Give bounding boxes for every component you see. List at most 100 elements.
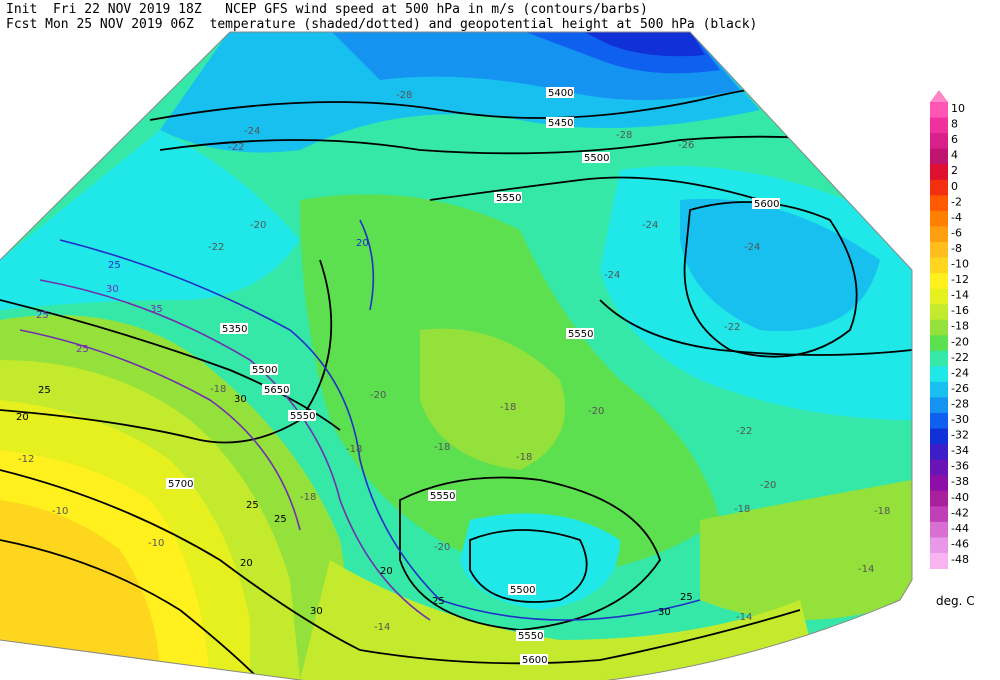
colorbar-swatch [930, 506, 948, 523]
header-line-2: Fcst Mon 25 NOV 2019 06Z temperature (sh… [6, 17, 758, 32]
svg-text:-24: -24 [642, 220, 658, 231]
colorbar-swatch [930, 179, 948, 196]
wind-label: 20 [356, 238, 369, 249]
shaded-temperature-field [0, 32, 912, 680]
height-label: 5600 [754, 199, 779, 210]
svg-text:-22: -22 [724, 322, 740, 333]
colorbar-label: -42 [951, 506, 969, 519]
colorbar-swatch [930, 304, 948, 321]
colorbar-swatch [930, 459, 948, 476]
colorbar-label: -46 [951, 537, 969, 550]
colorbar-swatch [930, 366, 948, 383]
svg-text:-14: -14 [736, 612, 752, 623]
height-label: 5550 [518, 631, 543, 642]
colorbar-swatch [930, 381, 948, 398]
colorbar-swatch [930, 210, 948, 227]
height-label: 5500 [510, 585, 535, 596]
colorbar-label: -4 [951, 211, 962, 224]
wind-label: 25 [108, 260, 121, 271]
svg-text:-20: -20 [250, 220, 266, 231]
colorbar-swatch [930, 195, 948, 212]
svg-text:-18: -18 [300, 492, 316, 503]
colorbar-label: -6 [951, 226, 962, 239]
height-label: 5450 [548, 118, 573, 129]
colorbar-label: -32 [951, 429, 969, 442]
colorbar-label: 10 [951, 102, 965, 115]
svg-text:-18: -18 [516, 452, 532, 463]
colorbar-swatch [930, 117, 948, 134]
colorbar-label: -2 [951, 195, 962, 208]
svg-text:-20: -20 [760, 480, 776, 491]
colorbar-label: -14 [951, 289, 969, 302]
svg-text:-18: -18 [734, 504, 750, 515]
wind-label: 25 [246, 500, 259, 511]
colorbar-swatch [930, 428, 948, 445]
wind-label: 25 [76, 344, 89, 355]
height-label: 5550 [290, 411, 315, 422]
colorbar-swatch [930, 335, 948, 352]
contour-labels: 5400 5450 5550 5500 5600 5550 5550 5500 … [16, 87, 890, 666]
wind-label: 25 [680, 592, 693, 603]
colorbar-label: -12 [951, 273, 969, 286]
colorbar-swatch [930, 241, 948, 258]
colorbar-swatch [930, 475, 948, 492]
colorbar-label: -28 [951, 397, 969, 410]
svg-text:-24: -24 [744, 242, 760, 253]
wind-label: 30 [658, 607, 671, 618]
height-label: 5500 [584, 153, 609, 164]
colorbar-label: -36 [951, 460, 969, 473]
colorbar-label: -20 [951, 335, 969, 348]
colorbar-swatch [930, 490, 948, 507]
colorbar-label: -22 [951, 351, 969, 364]
height-label: 5550 [430, 491, 455, 502]
colorbar-swatch [930, 273, 948, 290]
svg-text:-20: -20 [370, 390, 386, 401]
colorbar-swatch [930, 444, 948, 461]
wind-label: 25 [36, 310, 49, 321]
wind-label: 25 [432, 596, 445, 607]
colorbar-swatch [930, 537, 948, 554]
colorbar-label: 4 [951, 149, 958, 162]
temperature-colorbar: 10 8 6 4 2 0 -2 -4 -6 -8 -10 -12 -14 -16 -18 -20 -22 -24 -… [930, 90, 969, 569]
colorbar-label: -26 [951, 382, 969, 395]
svg-text:-10: -10 [52, 506, 68, 517]
colorbar-label: -18 [951, 320, 969, 333]
colorbar-label: 8 [951, 118, 958, 131]
svg-text:-22: -22 [208, 242, 224, 253]
colorbar-swatch [930, 521, 948, 538]
colorbar-swatch [930, 288, 948, 305]
colorbar-swatch [930, 164, 948, 181]
colorbar-label: -38 [951, 475, 969, 488]
wind-label: 20 [380, 566, 393, 577]
svg-text:-14: -14 [374, 622, 390, 633]
height-label: 5700 [168, 479, 193, 490]
colorbar-swatch [930, 133, 948, 150]
colorbar-label: -10 [951, 258, 969, 271]
svg-text:-28: -28 [616, 130, 632, 141]
colorbar-swatch [930, 257, 948, 274]
svg-text:-18: -18 [434, 442, 450, 453]
colorbar-label: -48 [951, 553, 969, 566]
height-label: 5650 [264, 385, 289, 396]
colorbar-swatch [930, 397, 948, 414]
svg-text:-18: -18 [500, 402, 516, 413]
wind-label: 30 [106, 284, 119, 295]
colorbar-arrow [930, 90, 948, 102]
wind-label: 25 [38, 385, 51, 396]
colorbar-label: -24 [951, 366, 969, 379]
svg-text:-12: -12 [18, 454, 34, 465]
height-label: 5500 [252, 365, 277, 376]
svg-text:-14: -14 [858, 564, 874, 575]
temp-labels: -28 -28 -26 -22 -24 -24 -24 -22 -20 -24 … [18, 90, 890, 633]
header-line-1: Init Fri 22 NOV 2019 18Z NCEP GFS wind s… [6, 2, 648, 17]
colorbar-swatch [930, 350, 948, 367]
colorbar-label: -34 [951, 444, 969, 457]
colorbar-swatch [930, 413, 948, 430]
svg-text:-26: -26 [678, 140, 694, 151]
svg-text:-18: -18 [346, 444, 362, 455]
svg-text:-28: -28 [396, 90, 412, 101]
colorbar-swatch [930, 226, 948, 243]
colorbar-swatch [930, 319, 948, 336]
colorbar-label: 0 [951, 180, 958, 193]
wind-label: 30 [234, 394, 247, 405]
